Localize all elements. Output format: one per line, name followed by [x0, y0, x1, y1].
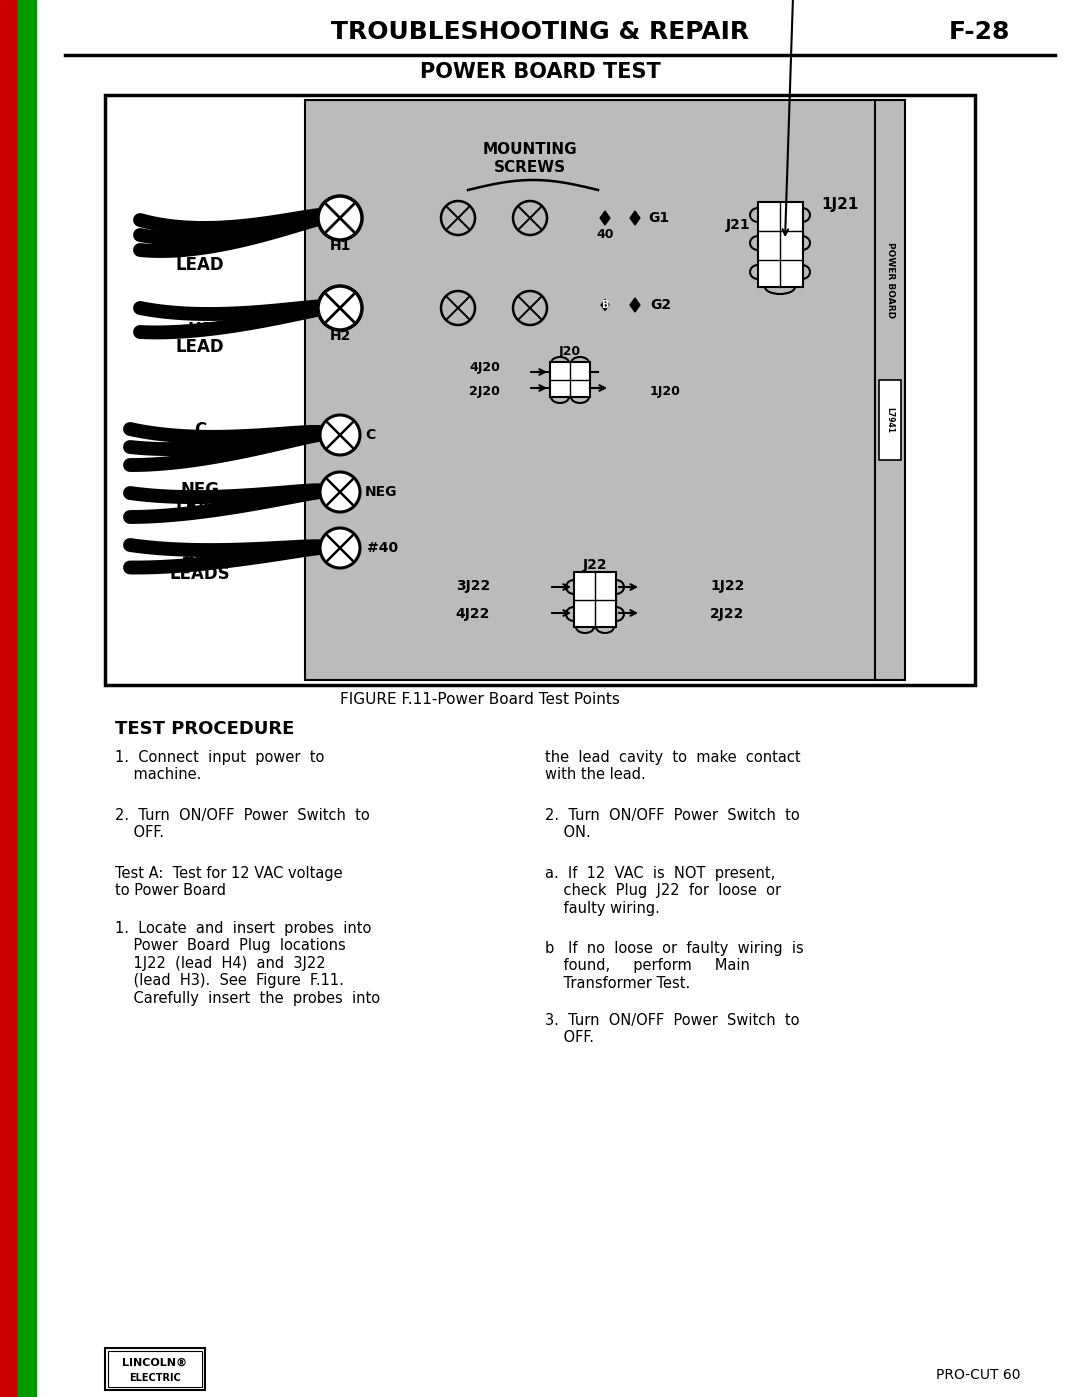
Text: 2.  Turn  ON/OFF  Power  Switch  to
    OFF.: 2. Turn ON/OFF Power Switch to OFF. [114, 807, 369, 841]
Text: TEST PROCEDURE: TEST PROCEDURE [114, 719, 295, 738]
Text: Return to Section TOC: Return to Section TOC [4, 145, 14, 246]
Text: ELECTRIC: ELECTRIC [130, 1373, 180, 1383]
Circle shape [320, 472, 360, 511]
Text: Return to Section TOC: Return to Section TOC [4, 405, 14, 506]
Text: Test A:  Test for 12 VAC voltage
to Power Board: Test A: Test for 12 VAC voltage to Power… [114, 866, 342, 898]
Text: J20: J20 [559, 345, 581, 359]
Text: NEG: NEG [180, 481, 219, 499]
Text: 1.  Locate  and  insert  probes  into
    Power  Board  Plug  locations
    1J22: 1. Locate and insert probes into Power B… [114, 921, 380, 1006]
Bar [0, 0, 18, 1397]
Circle shape [513, 201, 546, 235]
Text: 1J21: 1J21 [821, 197, 859, 212]
Polygon shape [602, 299, 609, 310]
Bar [875, 101, 905, 680]
Text: H1: H1 [187, 239, 213, 257]
Text: Return to Master TOC: Return to Master TOC [23, 407, 31, 504]
Text: b   If  no  loose  or  faulty  wiring  is
    found,     perform     Main
    Tr: b If no loose or faulty wiring is found,… [545, 942, 804, 990]
Text: 3J22: 3J22 [456, 578, 490, 592]
Circle shape [513, 291, 546, 326]
Bar [305, 101, 875, 680]
Text: C: C [194, 420, 206, 439]
Text: C: C [365, 427, 375, 441]
Circle shape [320, 528, 360, 569]
Text: POWER BOARD: POWER BOARD [886, 242, 894, 319]
Circle shape [441, 291, 475, 326]
Circle shape [441, 201, 475, 235]
Text: 3.  Turn  ON/OFF  Power  Switch  to
    OFF.: 3. Turn ON/OFF Power Switch to OFF. [545, 1013, 799, 1045]
Text: MOUNTING: MOUNTING [483, 142, 578, 158]
Text: H2: H2 [187, 321, 213, 339]
Circle shape [318, 196, 362, 240]
Bar [573, 571, 616, 627]
Text: #40: #40 [367, 541, 399, 555]
Polygon shape [600, 211, 610, 225]
Text: 4J22: 4J22 [456, 608, 490, 622]
Text: Return to Master TOC: Return to Master TOC [23, 676, 31, 774]
Text: J21: J21 [726, 218, 750, 232]
Text: LEADS: LEADS [170, 439, 230, 455]
Text: NEG: NEG [365, 485, 397, 499]
Text: #40: #40 [181, 548, 218, 566]
Bar [550, 362, 590, 397]
Text: G2: G2 [650, 298, 671, 312]
Text: H1: H1 [329, 239, 351, 253]
Text: a.  If  12  VAC  is  NOT  present,
    check  Plug  J22  for  loose  or
    faul: a. If 12 VAC is NOT present, check Plug … [545, 866, 781, 916]
Bar [105, 95, 975, 685]
Circle shape [318, 286, 362, 330]
Text: Return to Section TOC: Return to Section TOC [4, 675, 14, 775]
Bar [108, 1351, 202, 1387]
Text: 2J22: 2J22 [710, 608, 744, 622]
Text: J22: J22 [583, 557, 607, 571]
Text: Return to Master TOC: Return to Master TOC [23, 147, 31, 243]
Bar [18, 0, 36, 1397]
Text: LINCOLN®: LINCOLN® [122, 1358, 188, 1368]
Text: PRO-CUT 60: PRO-CUT 60 [935, 1368, 1020, 1382]
Circle shape [320, 415, 360, 455]
Text: LEAD: LEAD [176, 338, 225, 356]
Text: 2J20: 2J20 [469, 386, 500, 398]
Bar [879, 380, 901, 460]
Text: 40: 40 [596, 229, 613, 242]
Text: 2.  Turn  ON/OFF  Power  Switch  to
    ON.: 2. Turn ON/OFF Power Switch to ON. [545, 807, 800, 841]
Text: LEAD: LEAD [176, 256, 225, 274]
Text: LEAD: LEAD [176, 497, 225, 515]
Text: G1: G1 [648, 211, 670, 225]
Bar [105, 1348, 205, 1390]
Text: 4J20: 4J20 [469, 362, 500, 374]
Text: 1J20: 1J20 [650, 386, 680, 398]
Text: LEADS: LEADS [170, 564, 230, 583]
Text: F-28: F-28 [948, 20, 1010, 43]
Text: B: B [602, 300, 609, 310]
Text: 1J22: 1J22 [710, 578, 744, 592]
Text: Return to Master TOC: Return to Master TOC [23, 1211, 31, 1309]
Text: POWER BOARD TEST: POWER BOARD TEST [420, 61, 660, 82]
Bar [758, 203, 804, 286]
Text: Return to Section TOC: Return to Section TOC [4, 1210, 14, 1310]
Text: 1.  Connect  input  power  to
    machine.: 1. Connect input power to machine. [114, 750, 324, 782]
Polygon shape [630, 211, 639, 225]
Text: L7941: L7941 [886, 407, 894, 433]
Text: H2: H2 [329, 330, 351, 344]
Text: SCREWS: SCREWS [494, 161, 566, 176]
Text: Return to Master TOC: Return to Master TOC [23, 961, 31, 1059]
Text: the  lead  cavity  to  make  contact
with the lead.: the lead cavity to make contact with the… [545, 750, 800, 782]
Polygon shape [630, 298, 639, 312]
Text: Return to Section TOC: Return to Section TOC [4, 960, 14, 1060]
Text: FIGURE F.11-Power Board Test Points: FIGURE F.11-Power Board Test Points [340, 693, 620, 707]
Text: TROUBLESHOOTING & REPAIR: TROUBLESHOOTING & REPAIR [330, 20, 750, 43]
